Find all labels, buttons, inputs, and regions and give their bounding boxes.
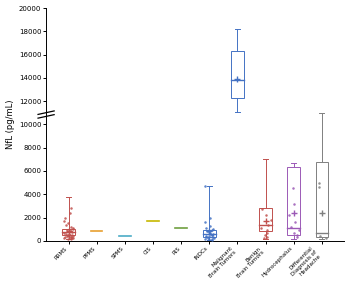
Bar bbox=[203, 230, 216, 237]
Bar bbox=[259, 208, 272, 232]
Bar bbox=[231, 51, 244, 98]
Y-axis label: NfL (pg/mL): NfL (pg/mL) bbox=[6, 100, 15, 149]
Bar bbox=[287, 168, 300, 235]
Bar bbox=[316, 162, 328, 237]
Bar bbox=[62, 228, 75, 235]
